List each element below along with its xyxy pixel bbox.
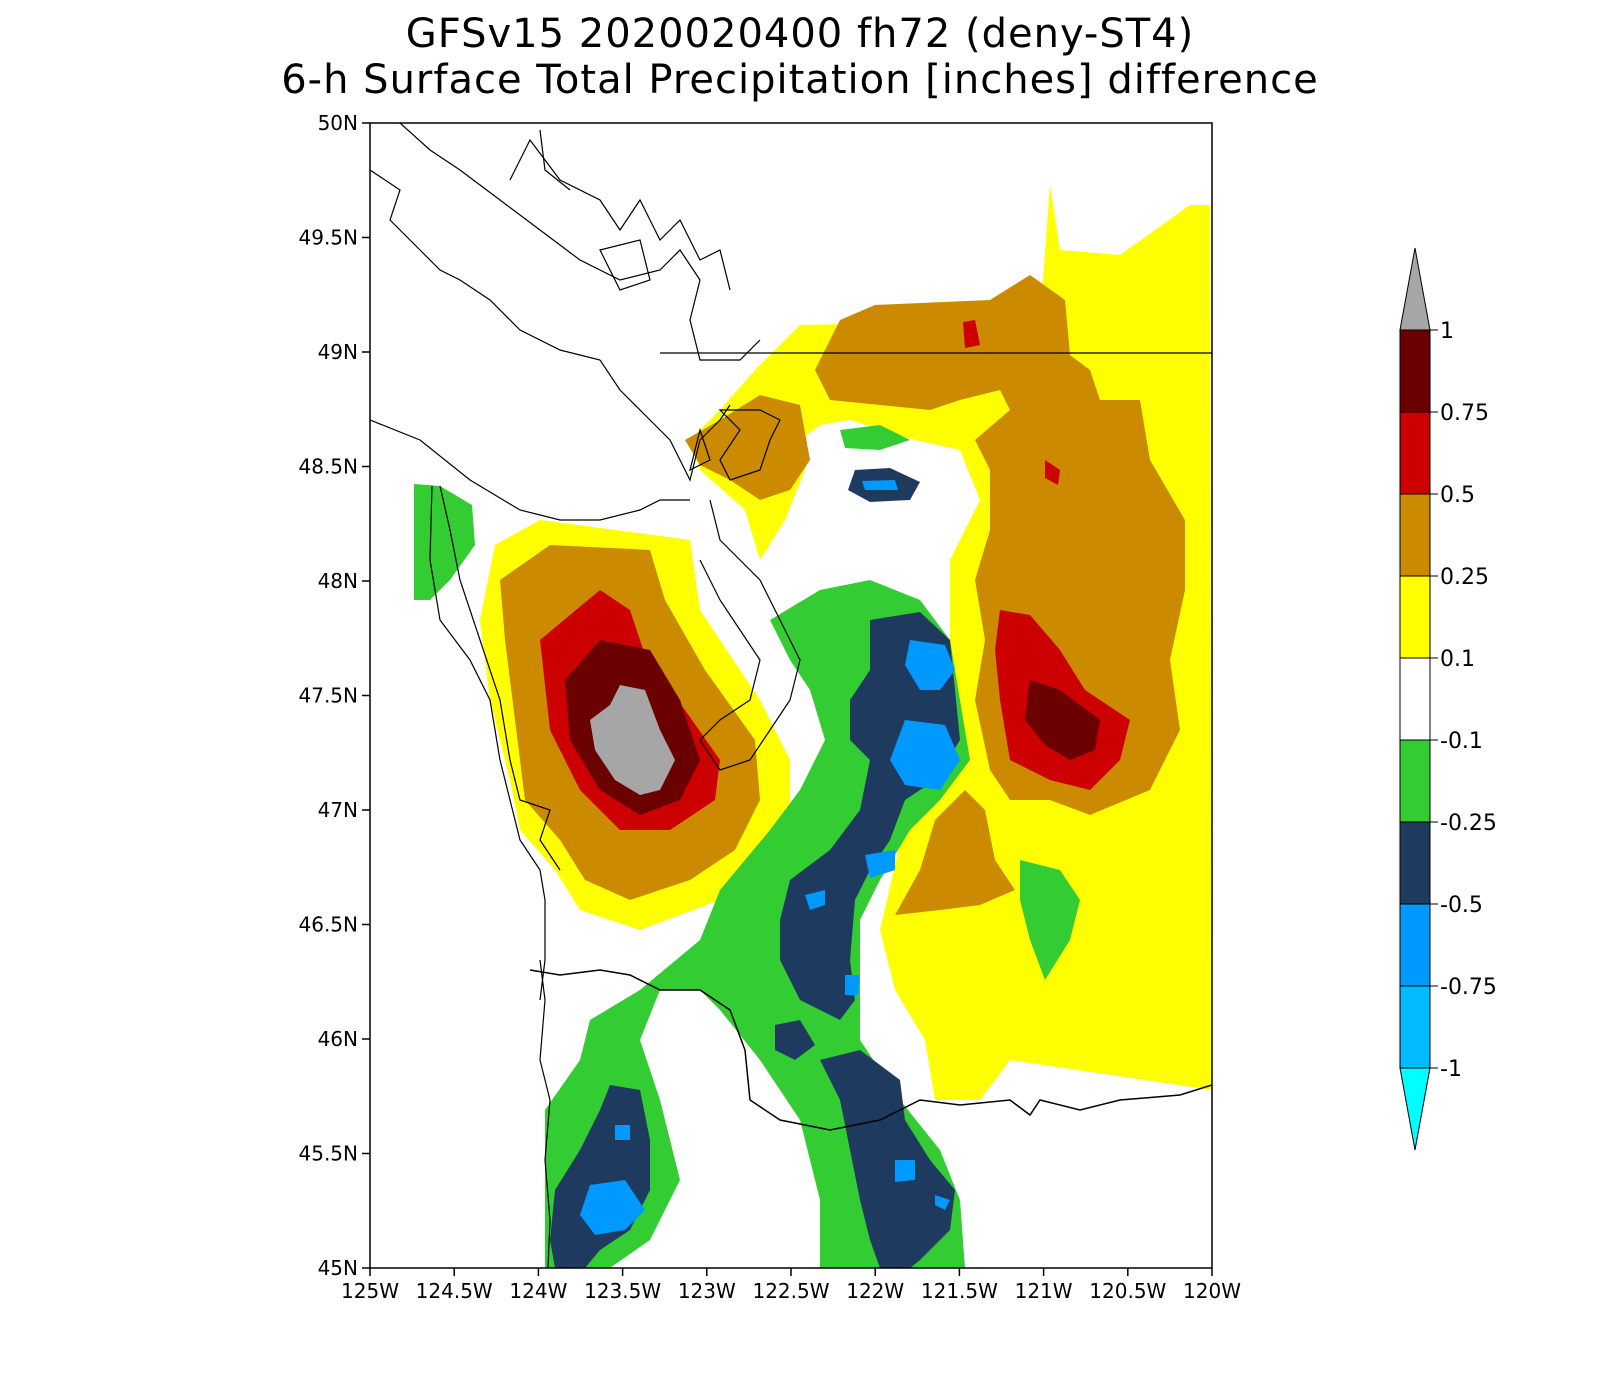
precip-field (414, 185, 1212, 1268)
field-negative-north-0.5 (862, 480, 898, 490)
colorbar-bottom-triangle (1399, 1067, 1431, 1151)
field-negative-band-0.5b (890, 720, 960, 790)
colorbar-segment (1400, 576, 1430, 658)
field-negative-south-0.5b (935, 1195, 950, 1210)
colorbar-label: 0.5 (1440, 483, 1475, 508)
colorbar-label: 0.75 (1440, 401, 1489, 426)
colorbar-label: -0.75 (1440, 975, 1497, 1000)
x-tick-label: 123W (678, 1279, 736, 1303)
field-positive-northeast-0.5 (963, 320, 980, 348)
y-axis: 45N 45.5N 46N 46.5N 47N 47.5N 48N 48.5N 49N 49.5N… (299, 111, 370, 1280)
y-tick-label: 48.5N (299, 455, 359, 479)
field-positive-west-coast-0.25 (685, 395, 810, 500)
colorbar-segment (1400, 740, 1430, 822)
field-positive-east-0.75 (1025, 680, 1100, 760)
colorbar-segment (1400, 330, 1430, 412)
y-tick-label: 45.5N (299, 1142, 359, 1166)
chart-title-line-2: 6-h Surface Total Precipitation [inches]… (281, 57, 1319, 103)
field-positive-northeast-spot-0.5 (1045, 460, 1060, 485)
y-tick-label: 46N (318, 1027, 358, 1051)
chart-title-line-1: GFSv15 2020020400 fh72 (deny-ST4) (405, 11, 1195, 57)
x-tick-label: 124.5W (416, 1279, 493, 1303)
colorbar-segment (1400, 412, 1430, 494)
colorbar-segment (1400, 904, 1430, 986)
coastline-washington-coast (439, 485, 561, 871)
colorbar-label: 1 (1440, 319, 1454, 344)
colorbar-label: -0.25 (1440, 811, 1497, 836)
coastlines (370, 123, 1212, 1268)
field-negative-south-0.25 (820, 1050, 955, 1268)
colorbar-segment (1400, 986, 1430, 1068)
x-tick-label: 120.5W (1089, 1279, 1166, 1303)
y-tick-label: 45N (318, 1256, 358, 1280)
x-tick-label: 120W (1183, 1279, 1241, 1303)
x-tick-label: 121.5W (921, 1279, 998, 1303)
x-tick-label: 125W (341, 1279, 399, 1303)
columbia-river (529, 969, 1212, 1131)
y-tick-label: 50N (318, 111, 358, 135)
y-tick-label: 49.5N (299, 226, 359, 250)
coastline-inlets (509, 129, 731, 291)
field-negative-southwest-0.5b (615, 1125, 630, 1140)
field-negative-east-0.1 (1020, 860, 1080, 980)
field-negative-band-0.5d (805, 890, 825, 910)
y-tick-label: 46.5N (299, 913, 359, 937)
field-negative-band-0.5e (845, 975, 860, 995)
y-tick-label: 48N (318, 569, 358, 593)
x-tick-label: 123.5W (584, 1279, 661, 1303)
coastline-san-juan-islands (689, 409, 781, 481)
field-negative-north-0.1 (840, 425, 910, 450)
x-tick-label: 121W (1015, 1279, 1073, 1303)
colorbar-label: -0.1 (1440, 729, 1483, 754)
y-tick-label: 49N (318, 340, 358, 364)
field-negative-northwest-0.1 (414, 484, 475, 600)
colorbar-segment (1400, 494, 1430, 576)
field-positive-south-0.25 (895, 790, 1015, 915)
field-positive-east-0.25 (815, 275, 1185, 815)
x-tick-label: 124W (509, 1279, 567, 1303)
field-negative-band-0.5a (905, 640, 955, 690)
field-negative-southwest-0.5 (580, 1180, 645, 1235)
coastline-oregon (539, 959, 551, 1268)
colorbar-top-triangle (1399, 247, 1431, 331)
x-tick-label: 122.5W (752, 1279, 829, 1303)
colorbar-segment (1400, 658, 1430, 740)
colorbar-segment (1400, 822, 1430, 904)
colorbar-label: -0.5 (1440, 893, 1483, 918)
field-negative-band-0.25 (780, 612, 960, 1020)
colorbar-label: -1 (1440, 1057, 1462, 1082)
y-tick-label: 47.5N (299, 684, 359, 708)
x-tick-label: 122W (846, 1279, 904, 1303)
coastline-olympic-peninsula (429, 485, 546, 1001)
colorbar-label: 0.1 (1440, 647, 1475, 672)
y-tick-label: 47N (318, 798, 358, 822)
field-negative-band-0.5c (865, 850, 895, 878)
field-positive-west-above-1 (590, 685, 675, 795)
coastline-mainland-bc (399, 123, 761, 361)
colorbar-label: 0.25 (1440, 565, 1489, 590)
colorbar: 1 0.75 0.5 0.25 0.1 -0.1 -0.25 -0.5 -0.75 -1 (1399, 247, 1497, 1151)
coastline-puget-sound (699, 499, 801, 771)
field-negative-south-0.5 (895, 1160, 915, 1182)
coastline-strait-juan-de-fuca (370, 419, 690, 521)
field-negative-mid-0.25 (775, 1020, 815, 1060)
coastline-vancouver-island (370, 169, 731, 482)
x-axis: 125W 124.5W 124W 123.5W 123W 122.5W 122W 121.5W… (341, 1268, 1241, 1303)
